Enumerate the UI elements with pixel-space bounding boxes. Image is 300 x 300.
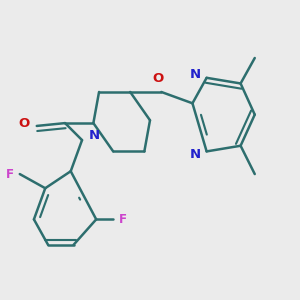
Text: N: N	[190, 68, 201, 82]
Text: F: F	[119, 213, 127, 226]
Text: F: F	[6, 168, 14, 181]
Text: N: N	[89, 129, 100, 142]
Text: N: N	[190, 148, 201, 161]
Text: O: O	[153, 72, 164, 85]
Text: O: O	[18, 117, 30, 130]
